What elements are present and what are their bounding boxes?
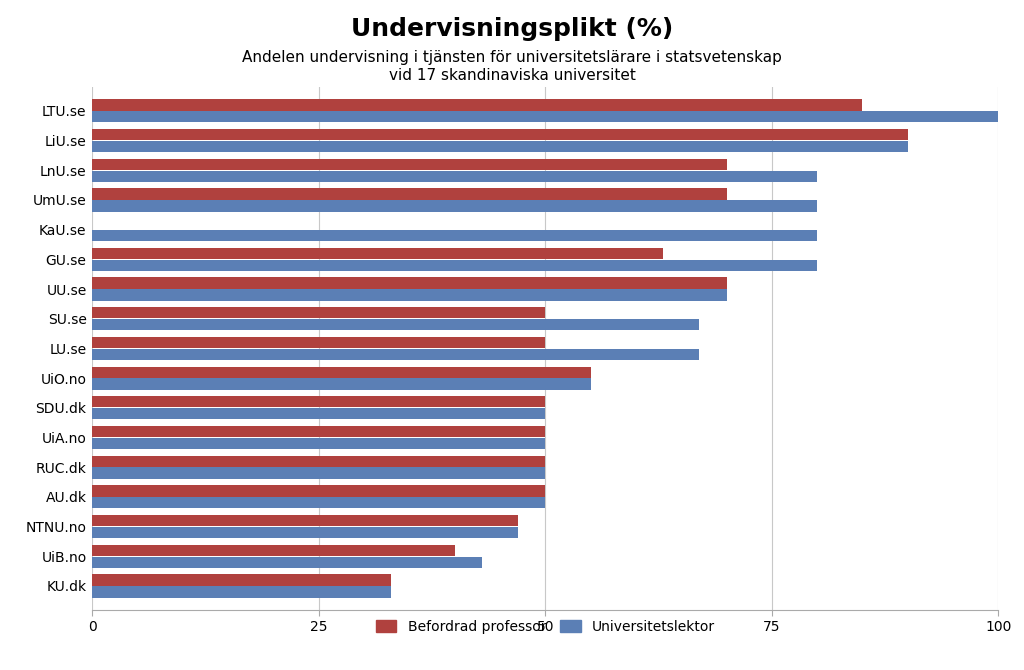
Legend: Befordrad professor, Universitetslektor: Befordrad professor, Universitetslektor xyxy=(370,614,721,639)
Bar xyxy=(92,408,545,419)
Bar xyxy=(92,527,518,538)
Bar xyxy=(92,289,727,301)
Bar xyxy=(92,426,545,438)
Bar xyxy=(92,277,727,289)
Bar xyxy=(92,200,817,212)
Bar xyxy=(92,141,907,152)
Bar xyxy=(92,159,727,170)
Bar xyxy=(92,129,907,140)
Bar xyxy=(92,319,699,330)
Bar xyxy=(92,396,545,407)
Bar xyxy=(92,438,545,449)
Bar xyxy=(92,456,545,467)
Bar xyxy=(92,259,817,271)
Bar xyxy=(92,485,545,496)
Text: Undervisningsplikt (%): Undervisningsplikt (%) xyxy=(351,17,673,41)
Bar xyxy=(92,99,862,111)
Text: Andelen undervisning i tjänsten för universitetslärare i statsvetenskap
vid 17 s: Andelen undervisning i tjänsten för univ… xyxy=(242,50,782,82)
Bar xyxy=(92,111,998,123)
Bar xyxy=(92,379,591,390)
Bar xyxy=(92,574,391,586)
Bar xyxy=(92,515,518,526)
Bar xyxy=(92,468,545,479)
Bar xyxy=(92,337,545,348)
Bar xyxy=(92,557,482,568)
Bar xyxy=(92,307,545,318)
Bar xyxy=(92,230,817,241)
Bar xyxy=(92,497,545,509)
Bar xyxy=(92,188,727,200)
Bar xyxy=(92,366,591,378)
Bar xyxy=(92,545,455,556)
Bar xyxy=(92,586,391,598)
Bar xyxy=(92,348,699,360)
Bar xyxy=(92,171,817,182)
Bar xyxy=(92,248,664,259)
